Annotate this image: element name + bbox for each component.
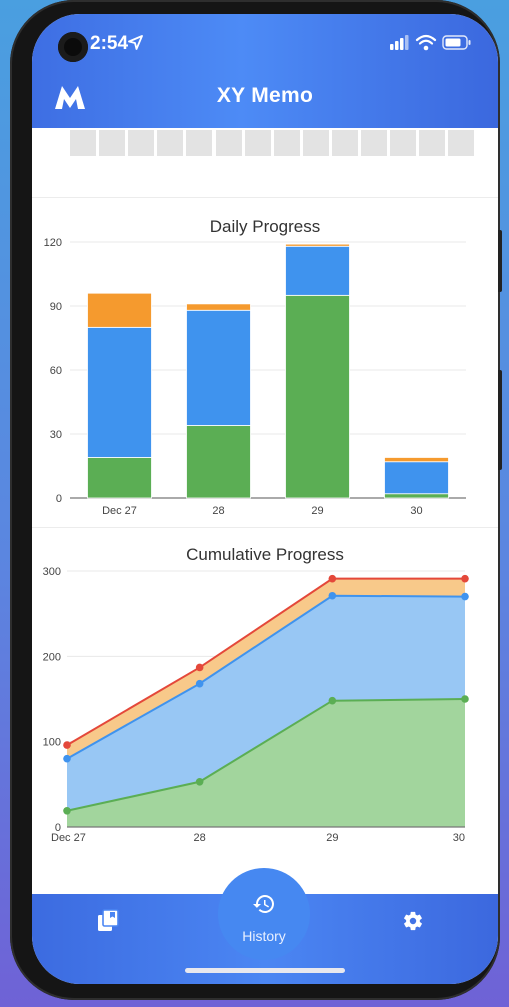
y-tick-label: 200 bbox=[43, 651, 61, 663]
status-icons bbox=[390, 34, 471, 51]
bar-segment bbox=[285, 294, 350, 499]
bar-segment bbox=[285, 245, 350, 296]
day-cell bbox=[361, 130, 387, 156]
divider bbox=[32, 197, 498, 198]
status-bar: 2:54 bbox=[32, 14, 498, 72]
bar-segment bbox=[285, 243, 350, 247]
bar-segment bbox=[384, 461, 449, 495]
history-tab[interactable]: History bbox=[216, 866, 312, 962]
day-cell bbox=[302, 130, 329, 156]
history-tab-bump bbox=[218, 868, 310, 960]
y-tick-label: 120 bbox=[44, 237, 62, 249]
m-logo-icon[interactable] bbox=[54, 84, 86, 110]
gear-icon[interactable] bbox=[402, 910, 424, 932]
data-point bbox=[195, 679, 204, 688]
data-point bbox=[63, 806, 71, 815]
camera-icon bbox=[58, 32, 88, 62]
history-icon bbox=[253, 895, 274, 913]
cumulative-progress-chart: Cumulative Progress 0 100 200 300 Dec 27 28 29 3… bbox=[32, 532, 498, 862]
y-tick-label: 100 bbox=[43, 737, 61, 749]
x-tick-label: 29 bbox=[311, 505, 323, 517]
data-point bbox=[328, 591, 337, 600]
y-tick-label: 90 bbox=[50, 301, 62, 313]
area-fill bbox=[67, 699, 465, 827]
y-tick-label: 0 bbox=[56, 493, 62, 505]
data-point bbox=[461, 574, 469, 583]
bar-segment bbox=[87, 292, 152, 328]
bar-segment bbox=[186, 309, 251, 426]
day-cell-strip bbox=[70, 130, 480, 156]
battery-icon bbox=[442, 35, 471, 50]
phone-frame: 2:54 bbox=[10, 0, 502, 1000]
data-point bbox=[195, 777, 204, 786]
day-cell bbox=[157, 130, 184, 156]
y-tick-label: 30 bbox=[50, 429, 62, 441]
bar-segment bbox=[186, 303, 251, 311]
signal-icon bbox=[390, 35, 409, 50]
bar-segment bbox=[87, 326, 152, 458]
x-tick-label: 29 bbox=[326, 832, 338, 844]
bar-segment bbox=[384, 493, 449, 499]
x-tick-label: 28 bbox=[212, 505, 224, 517]
library-icon[interactable] bbox=[96, 909, 120, 933]
x-tick-label: 30 bbox=[410, 505, 422, 517]
status-time: 2:54 bbox=[90, 33, 129, 54]
location-arrow-icon bbox=[128, 35, 143, 50]
y-tick-label: 0 bbox=[55, 822, 61, 834]
day-cell bbox=[128, 130, 155, 156]
bar-segment bbox=[87, 457, 152, 499]
y-tick-label: 300 bbox=[43, 566, 61, 578]
day-cell bbox=[215, 130, 242, 156]
chart-title: Daily Progress bbox=[210, 217, 321, 236]
y-tick-label: 60 bbox=[50, 365, 62, 377]
series-line bbox=[66, 594, 466, 760]
wifi-icon bbox=[415, 34, 437, 51]
series-line bbox=[66, 577, 465, 746]
day-cell bbox=[331, 130, 358, 156]
app-bar: 2:54 bbox=[32, 14, 498, 128]
data-point bbox=[63, 754, 71, 763]
chart-title: Cumulative Progress bbox=[186, 545, 344, 564]
daily-progress-chart: Daily Progress 0 30 60 90 120 Dec 27 28 29 30 bbox=[32, 202, 498, 527]
data-point bbox=[63, 741, 71, 749]
data-point bbox=[461, 592, 469, 601]
day-cell bbox=[390, 130, 417, 156]
x-tick-label: 30 bbox=[453, 832, 465, 844]
series-line bbox=[66, 698, 466, 812]
screen: 2:54 bbox=[32, 14, 498, 984]
power-button bbox=[497, 370, 502, 470]
divider bbox=[32, 527, 498, 528]
day-cell bbox=[99, 130, 126, 156]
history-tab-label: History bbox=[242, 928, 286, 944]
day-cell bbox=[186, 130, 213, 156]
day-cell bbox=[70, 130, 96, 156]
bar-segment bbox=[186, 425, 251, 499]
data-point bbox=[195, 663, 204, 672]
data-point bbox=[328, 574, 337, 583]
day-cell bbox=[244, 130, 271, 156]
app-title: XY Memo bbox=[216, 84, 314, 107]
volume-button bbox=[497, 230, 502, 292]
data-point bbox=[328, 696, 337, 705]
day-cell bbox=[448, 130, 475, 156]
day-cell bbox=[273, 130, 300, 156]
day-cell bbox=[419, 130, 446, 156]
data-point bbox=[461, 695, 469, 703]
x-tick-label: Dec 27 bbox=[51, 832, 86, 844]
bar-segment bbox=[384, 457, 449, 463]
x-tick-label: Dec 27 bbox=[102, 505, 137, 517]
home-indicator bbox=[185, 968, 345, 973]
x-tick-label: 28 bbox=[194, 832, 206, 844]
